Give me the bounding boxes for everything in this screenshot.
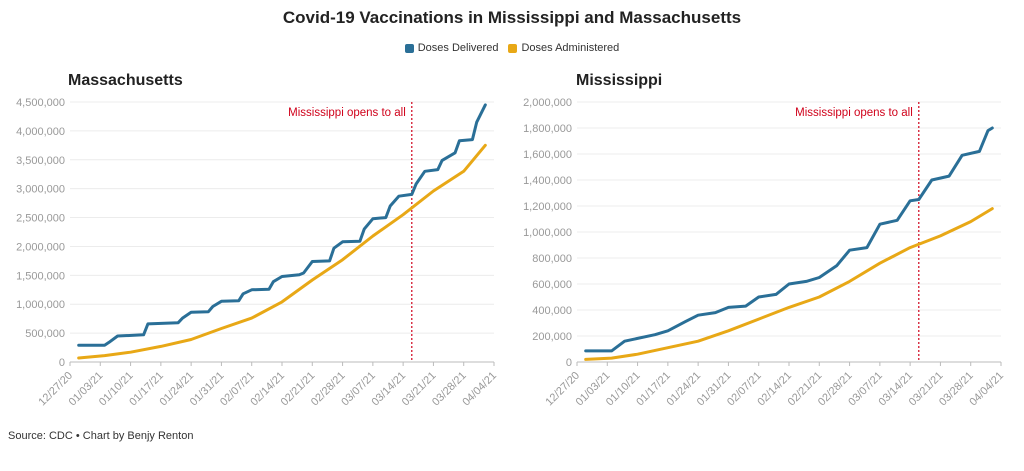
panel-title-mississippi: Mississippi — [576, 72, 663, 89]
mississippi-y-tick-label: 800,000 — [532, 253, 572, 265]
mississippi-y-tick-label: 0 — [566, 357, 572, 369]
legend-label-delivered: Doses Delivered — [417, 42, 499, 54]
legend-swatch-administered — [508, 43, 518, 53]
mississippi-annotation-label: Mississippi opens to all — [795, 107, 913, 119]
massachusetts-y-tick-label: 1,500,000 — [16, 270, 65, 282]
source-note: Source: CDC • Chart by Benjy Renton — [8, 430, 194, 442]
massachusetts-y-tick-label: 3,500,000 — [16, 155, 65, 167]
mississippi-y-tick-label: 2,000,000 — [523, 97, 572, 109]
massachusetts-y-tick-label: 4,000,000 — [16, 126, 65, 138]
panel-title-massachusetts: Massachusetts — [68, 72, 183, 89]
mississippi-y-tick-label: 1,000,000 — [523, 227, 572, 239]
mississippi-y-tick-label: 600,000 — [532, 279, 572, 291]
mississippi-line-doses-administered — [584, 207, 994, 361]
legend: Doses Delivered Doses Administered — [0, 42, 1024, 54]
chart-title: Covid-19 Vaccinations in Mississippi and… — [282, 8, 742, 27]
legend-item-delivered[interactable]: Doses Delivered — [404, 42, 499, 54]
massachusetts-annotation-label: Mississippi opens to all — [288, 107, 406, 119]
legend-item-administered[interactable]: Doses Administered — [508, 42, 619, 54]
massachusetts-line-doses-delivered — [77, 103, 487, 347]
massachusetts-y-tick-label: 4,500,000 — [16, 97, 65, 109]
mississippi-line-doses-delivered — [584, 126, 994, 353]
mississippi-y-tick-label: 1,200,000 — [523, 201, 572, 213]
massachusetts-y-tick-label: 500,000 — [25, 328, 65, 340]
mississippi-y-tick-label: 200,000 — [532, 331, 572, 343]
legend-label-administered: Doses Administered — [521, 42, 620, 54]
mississippi-y-tick-label: 400,000 — [532, 305, 572, 317]
legend-swatch-delivered — [404, 43, 414, 53]
massachusetts-line-doses-administered — [77, 143, 487, 360]
mississippi-y-tick-label: 1,400,000 — [523, 175, 572, 187]
massachusetts-y-tick-label: 2,000,000 — [16, 241, 65, 253]
massachusetts-y-tick-label: 0 — [59, 357, 65, 369]
mississippi-y-tick-label: 1,600,000 — [523, 149, 572, 161]
mississippi-y-tick-label: 1,800,000 — [523, 123, 572, 135]
massachusetts-y-tick-label: 3,000,000 — [16, 184, 65, 196]
massachusetts-y-tick-label: 1,000,000 — [16, 299, 65, 311]
massachusetts-y-tick-label: 2,500,000 — [16, 213, 65, 225]
